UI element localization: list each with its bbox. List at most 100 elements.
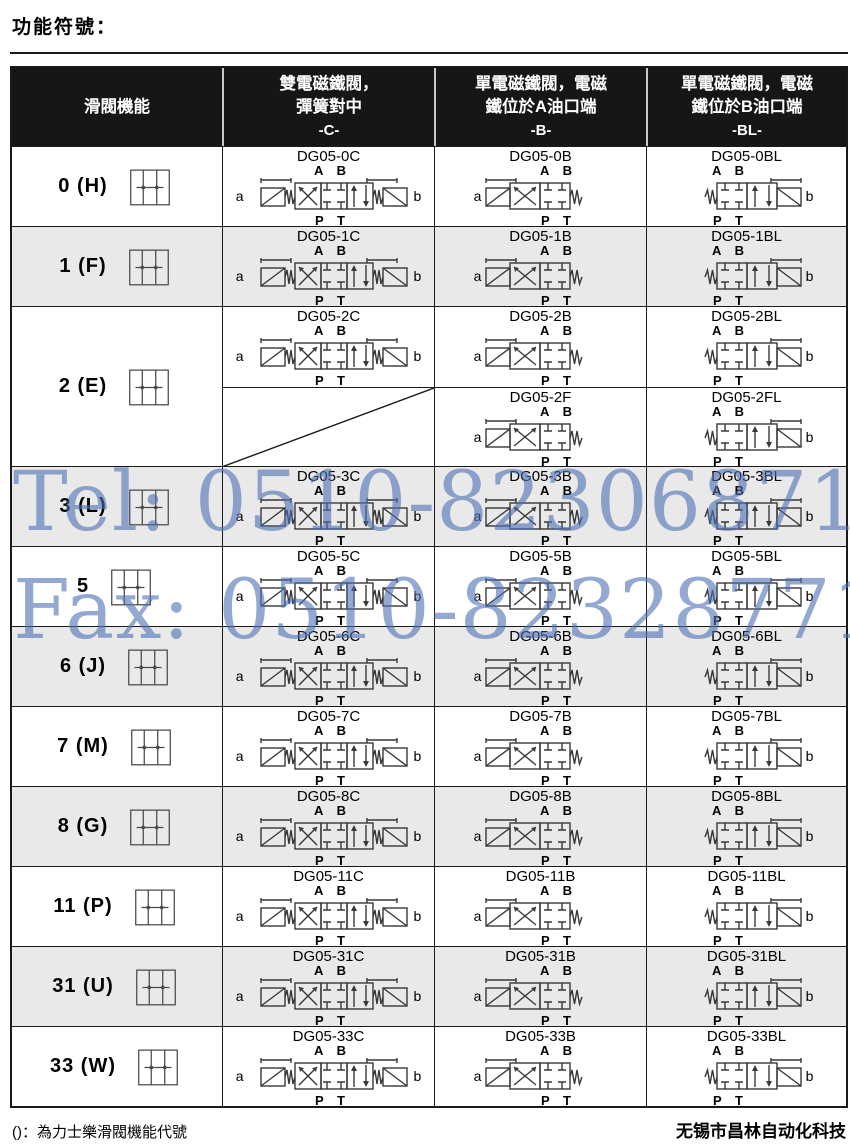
company-name: 无锡市昌林自动化科技 <box>676 1122 846 1141</box>
solenoid-b-label: b <box>805 828 814 844</box>
valve-model-code: DG05-11BL <box>707 868 786 885</box>
table-row-5: 5 DG05-5C A B a b P T DG05-5B A B a <box>12 546 846 626</box>
solenoid-a-label: a <box>473 268 482 284</box>
solenoid-a-label: a <box>235 188 244 204</box>
valve-model-code: DG05-1C <box>296 228 361 245</box>
valve-diagram: b <box>679 497 815 535</box>
single-solenoid-b-valve-icon <box>679 418 805 456</box>
port-labels-pt: P T <box>541 853 576 866</box>
single-solenoid-a-valve-icon <box>482 257 608 295</box>
single-solenoid-a-valve-icon <box>482 737 608 775</box>
solenoid-b-label: b <box>413 988 422 1004</box>
valve-cell-b: DG05-31B A B a P T <box>434 947 646 1026</box>
port-labels-ab: A B <box>540 483 577 498</box>
valve-diagram: a b <box>235 817 423 855</box>
port-labels-ab: A B <box>712 403 749 419</box>
valve-column-b-split: DG05-2B A B a P T DG05-2F A B a P T <box>434 307 646 466</box>
spool-function-icon <box>123 244 175 289</box>
double-solenoid-valve-icon <box>245 897 413 935</box>
valve-diagram: b <box>679 657 815 695</box>
port-labels-pt: P T <box>713 373 748 387</box>
port-labels-ab: A B <box>712 163 749 178</box>
valve-diagram: b <box>679 418 815 456</box>
valve-cell-bl: DG05-11BL A B b P T <box>646 867 846 946</box>
valve-model-code: DG05-0BL <box>711 148 782 165</box>
valve-cell-b: DG05-6B A B a P T <box>434 627 646 706</box>
port-labels-ab: A B <box>540 803 577 818</box>
port-labels-ab: A B <box>712 643 749 658</box>
function-cell: 0 (H) <box>12 147 222 226</box>
solenoid-b-label: b <box>805 908 814 924</box>
port-labels-pt: P T <box>541 773 576 786</box>
port-labels-ab: A B <box>712 483 749 498</box>
solenoid-b-label: b <box>413 828 422 844</box>
valve-model-code: DG05-5C <box>296 548 361 565</box>
solenoid-b-label: b <box>805 748 814 764</box>
solenoid-a-label: a <box>473 828 482 844</box>
valve-cell-bl: DG05-33BL A B b P T <box>646 1027 846 1106</box>
solenoid-b-label: b <box>413 508 422 524</box>
port-labels-pt: P T <box>541 933 576 946</box>
solenoid-a-label: a <box>235 508 244 524</box>
function-code: 33 (W) <box>50 1055 116 1077</box>
valve-model-code: DG05-3B <box>509 468 572 485</box>
valve-model-code: DG05-11B <box>505 868 576 885</box>
port-labels-pt: P T <box>315 613 350 626</box>
port-labels-pt: P T <box>713 1013 748 1026</box>
double-solenoid-valve-icon <box>245 257 413 295</box>
valve-cell-b: DG05-8B A B a P T <box>434 787 646 866</box>
double-solenoid-valve-icon <box>245 497 413 535</box>
valve-diagram: a b <box>235 337 423 375</box>
port-labels-ab: A B <box>540 963 577 978</box>
port-labels-pt: P T <box>315 213 350 226</box>
port-labels-ab: A B <box>314 163 351 178</box>
header-single-solenoid-b: 單電磁鐵閥，電磁 鐵位於B油口端 -BL- <box>646 68 846 146</box>
port-labels-ab: A B <box>540 643 577 658</box>
port-labels-pt: P T <box>315 773 350 786</box>
valve-model-code: DG05-0B <box>509 148 572 165</box>
valve-diagram: a b <box>235 497 423 535</box>
valve-cell-bl: DG05-3BL A B b P T <box>646 467 846 546</box>
valve-diagram: b <box>679 177 815 215</box>
header-col3-line1: 單電磁鐵閥，電磁 <box>475 74 607 93</box>
solenoid-a-label: a <box>235 668 244 684</box>
double-solenoid-valve-icon <box>245 577 413 615</box>
valve-model-code: DG05-2FL <box>711 388 782 406</box>
catalog-page: 功能符號： 滑閥機能 雙電磁鐵閥， 彈簧對中 -C- 單電磁鐵閥，電磁 鐵位於A… <box>10 8 848 1142</box>
solenoid-b-label: b <box>413 1068 422 1084</box>
solenoid-a-label: a <box>235 988 244 1004</box>
port-labels-pt: P T <box>713 693 748 706</box>
valve-cell-bl2: DG05-2FL A B b P T <box>647 386 846 466</box>
solenoid-a-label: a <box>235 908 244 924</box>
valve-model-code: DG05-1B <box>509 228 572 245</box>
valve-diagram: a b <box>235 177 423 215</box>
valve-diagram: a <box>473 1057 609 1095</box>
port-labels-ab: A B <box>314 1043 351 1058</box>
valve-diagram: a <box>473 657 609 695</box>
port-labels-ab: A B <box>540 723 577 738</box>
solenoid-b-label: b <box>413 188 422 204</box>
function-code: 0 (H) <box>58 175 108 197</box>
header-col1-label: 滑閥機能 <box>84 97 150 116</box>
port-labels-pt: P T <box>541 613 576 626</box>
diagonal-line <box>223 388 434 467</box>
solenoid-a-label: a <box>473 508 482 524</box>
single-solenoid-b-valve-icon <box>679 977 805 1015</box>
valve-diagram: a b <box>235 657 423 695</box>
double-solenoid-valve-icon <box>245 657 413 695</box>
valve-diagram: a b <box>235 577 423 615</box>
valve-model-code: DG05-33C <box>292 1028 365 1045</box>
spool-function-icon <box>122 644 174 689</box>
single-solenoid-a-valve-icon <box>482 577 608 615</box>
valve-model-code: DG05-31BL <box>706 948 787 965</box>
header-col3-line2: 鐵位於A油口端 <box>485 97 597 116</box>
double-solenoid-valve-icon <box>245 737 413 775</box>
solenoid-a-label: a <box>235 268 244 284</box>
page-footer: ()：為力士樂滑閥機能代號 无锡市昌林自动化科技 <box>10 1117 848 1142</box>
double-solenoid-valve-icon <box>245 817 413 855</box>
valve-column-bl-split: DG05-2BL A B b P T DG05-2FL A B b P T <box>646 307 846 466</box>
single-solenoid-a-valve-icon <box>482 1057 608 1095</box>
port-labels-ab: A B <box>712 1043 749 1058</box>
valve-model-code: DG05-2B <box>509 308 572 325</box>
valve-model-code: DG05-31B <box>505 948 576 965</box>
